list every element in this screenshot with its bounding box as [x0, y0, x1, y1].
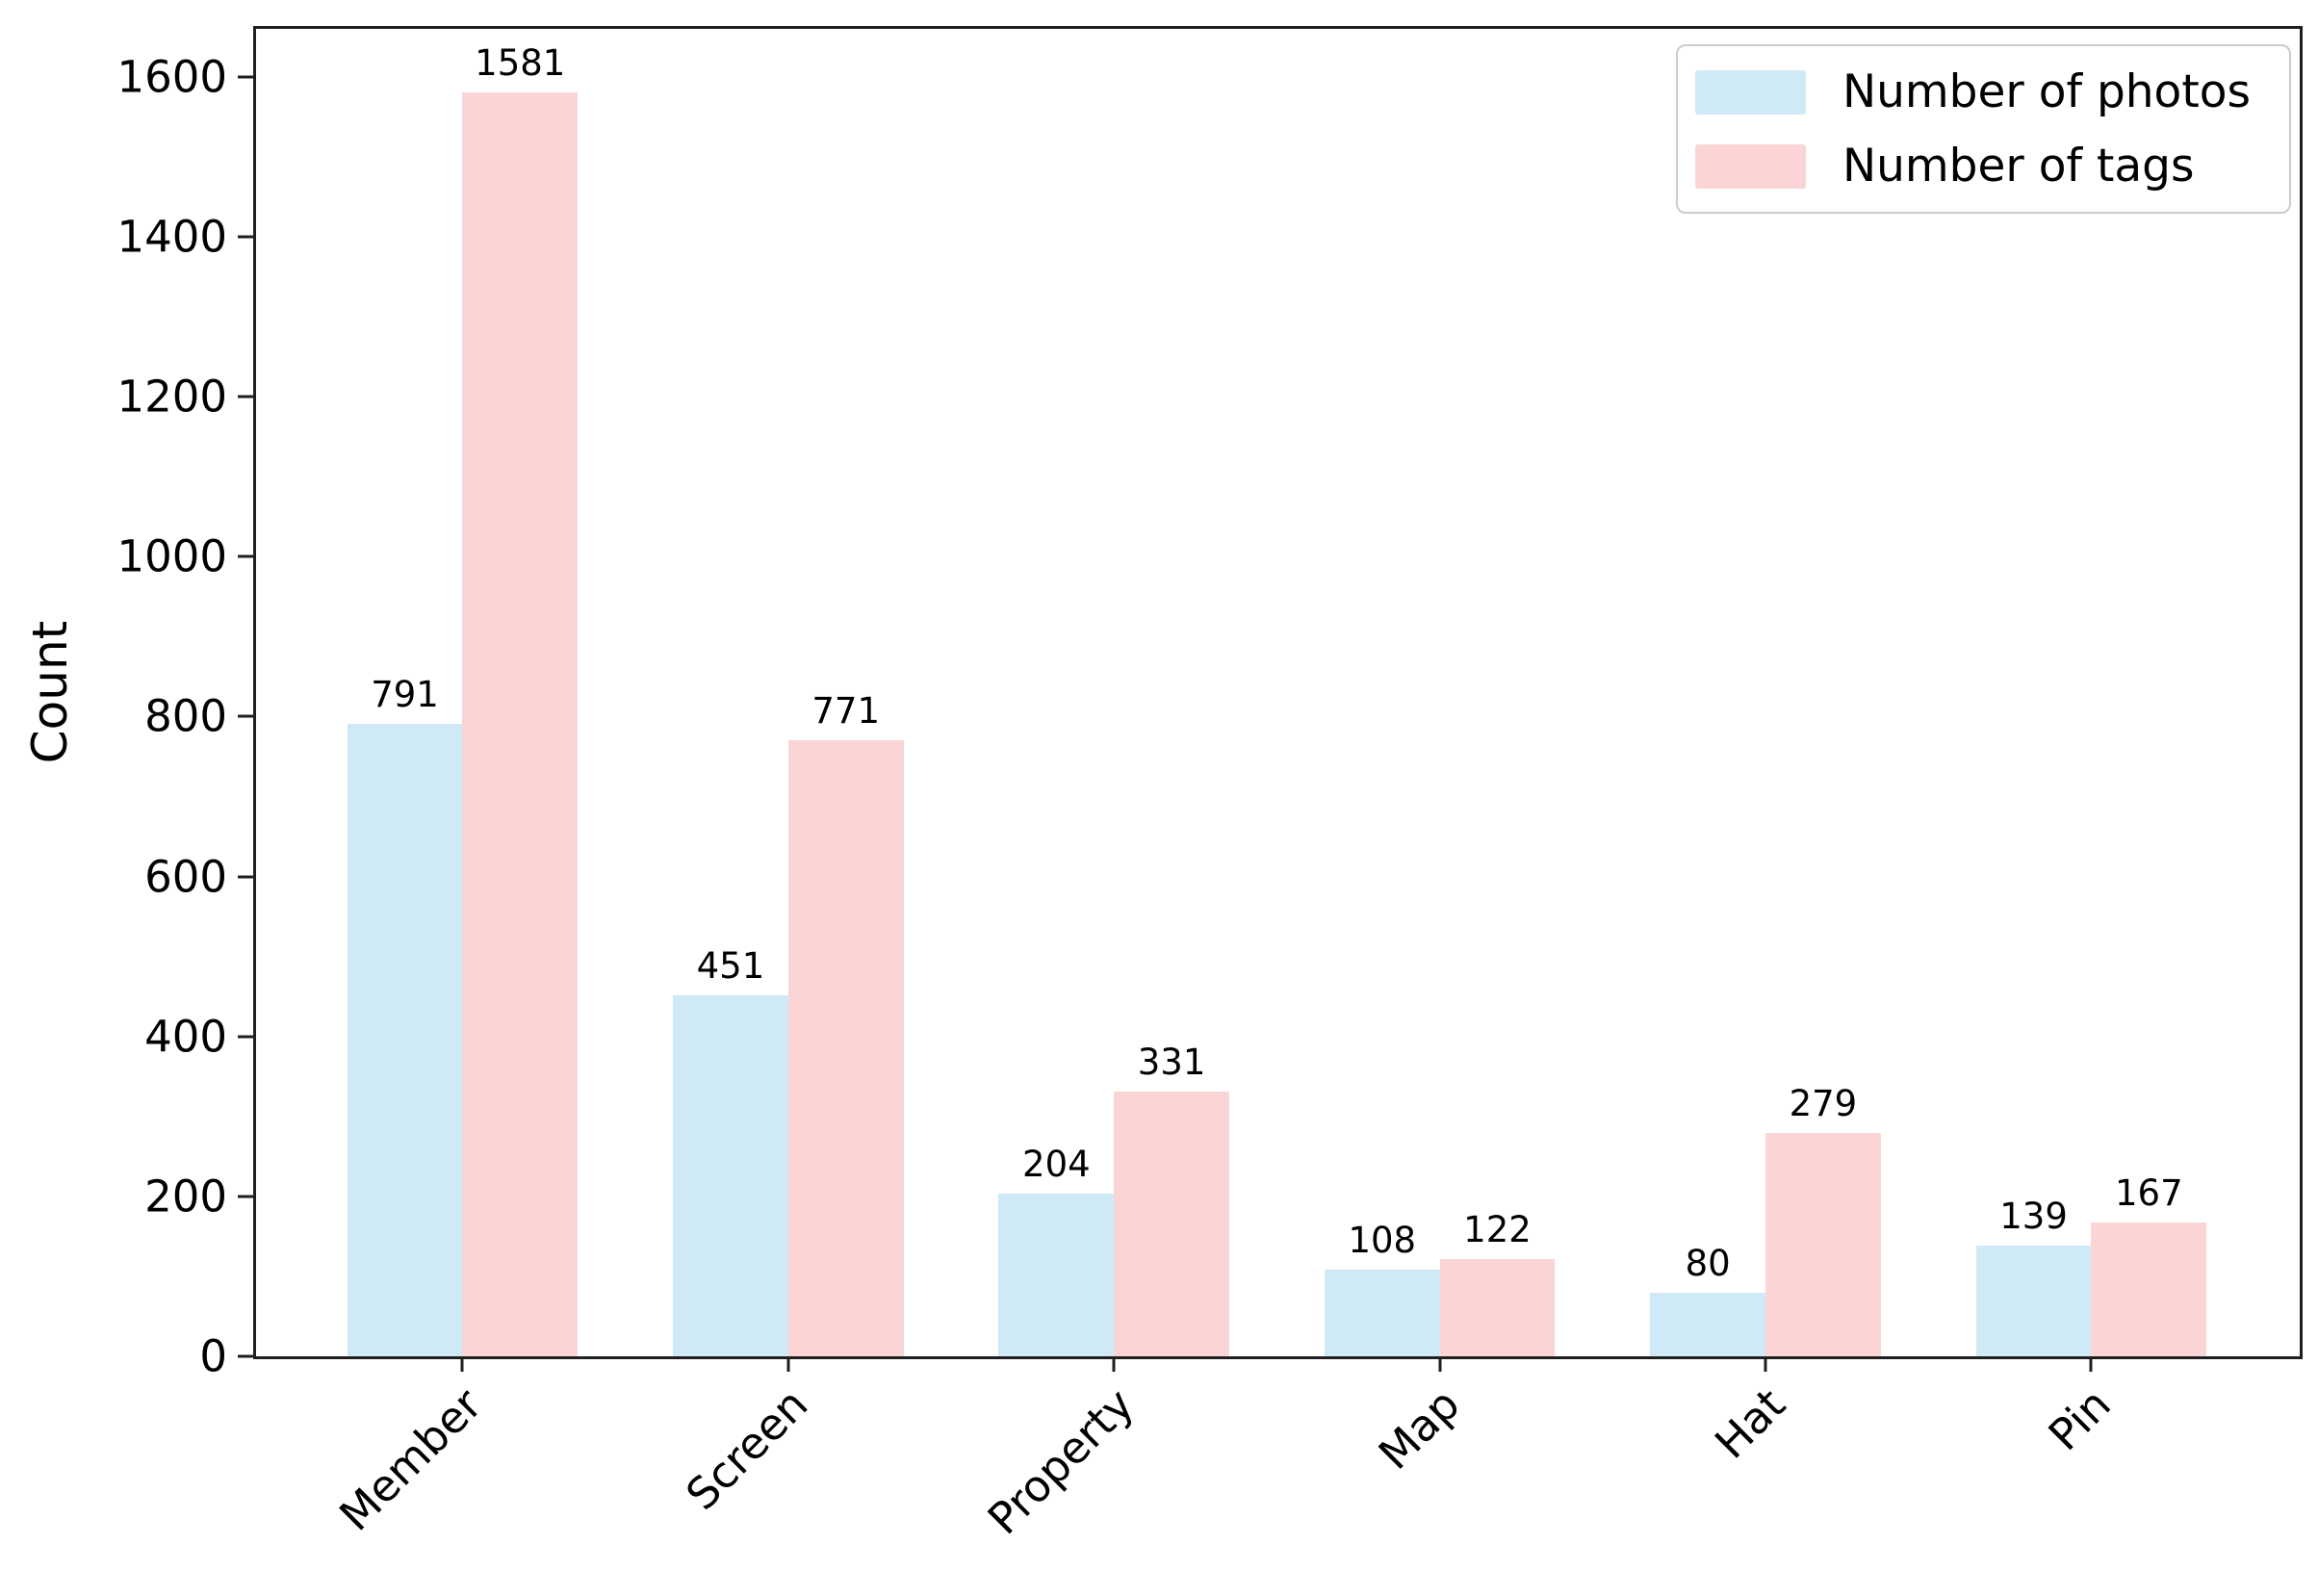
- bar-value-label: 1581: [475, 41, 566, 84]
- bar-photos: [347, 723, 463, 1356]
- bar-group: 108 122: [1324, 29, 1556, 1356]
- x-tick-mark: [1438, 1356, 1442, 1372]
- bar-tags: [1765, 1133, 1881, 1356]
- bar-group: 451 771: [673, 29, 904, 1356]
- bar-tags: [1439, 1258, 1556, 1356]
- x-tick-label: Property: [977, 1378, 1144, 1545]
- y-tick-label: 1000: [116, 530, 227, 582]
- legend-swatch-icon: [1694, 69, 1806, 115]
- bar-value-label: 80: [1685, 1242, 1731, 1284]
- bar-value-label: 279: [1789, 1083, 1858, 1125]
- y-tick-mark: [238, 714, 253, 718]
- bar-photos: [1975, 1245, 2092, 1356]
- legend-row: Number of tags: [1694, 140, 2251, 193]
- bar-tags: [787, 739, 904, 1356]
- bar-photos: [673, 995, 788, 1356]
- bar-group: 791 1581: [347, 29, 579, 1356]
- bar-value-label: 451: [696, 945, 765, 988]
- y-tick-mark: [238, 1354, 253, 1358]
- y-tick-label: 1400: [116, 211, 227, 263]
- x-tick-mark: [1764, 1356, 1767, 1372]
- bar-value-label: 167: [2114, 1172, 2183, 1215]
- y-tick-label: 1200: [116, 371, 227, 423]
- x-tick-mark: [460, 1356, 464, 1372]
- y-tick-label: 400: [144, 1011, 227, 1063]
- bar-photos: [1650, 1292, 1766, 1356]
- legend-label: Number of photos: [1842, 65, 2251, 118]
- bar-photos: [998, 1193, 1115, 1356]
- y-tick-mark: [238, 395, 253, 399]
- y-tick-mark: [238, 554, 253, 558]
- bar-tags: [2091, 1223, 2207, 1356]
- y-tick-mark: [238, 1035, 253, 1039]
- bar-value-label: 791: [371, 673, 439, 715]
- y-tick-label: 800: [144, 690, 227, 742]
- bar-group: 80 279: [1650, 29, 1881, 1356]
- x-tick-mark: [2089, 1356, 2093, 1372]
- bar-value-label: 122: [1463, 1208, 1532, 1250]
- x-tick-label: Member: [329, 1378, 493, 1541]
- x-tick-label: Hat: [1705, 1378, 1795, 1469]
- y-tick-mark: [238, 1195, 253, 1198]
- bar-tags: [462, 91, 579, 1356]
- x-tick-label: Screen: [676, 1378, 818, 1521]
- x-tick-label: Pin: [2039, 1378, 2122, 1461]
- y-axis-title: Count: [22, 620, 78, 764]
- bar-photos: [1324, 1270, 1440, 1356]
- y-tick-mark: [238, 235, 253, 239]
- bar-tags: [1114, 1092, 1229, 1356]
- y-tick-label: 200: [144, 1171, 227, 1223]
- bar-value-label: 204: [1022, 1143, 1091, 1185]
- bar-value-label: 139: [1999, 1195, 2068, 1237]
- bar-group: 139 167: [1975, 29, 2207, 1356]
- y-tick-label: 600: [144, 851, 227, 903]
- legend-row: Number of photos: [1694, 65, 2251, 118]
- y-tick-label: 0: [199, 1330, 227, 1382]
- legend-swatch-icon: [1694, 143, 1806, 189]
- bar-value-label: 771: [811, 689, 880, 732]
- bar-group: 204 331: [998, 29, 1229, 1356]
- y-tick-mark: [238, 75, 253, 79]
- y-tick-label: 1600: [116, 51, 227, 103]
- x-tick-mark: [1112, 1356, 1116, 1372]
- legend: Number of photos Number of tags: [1675, 44, 2291, 214]
- plot-area: 0 200 400 600 800 1000 1200 1400 1600 Member Scre…: [116, 26, 2303, 1544]
- legend-label: Number of tags: [1842, 140, 2195, 193]
- bar-value-label: 108: [1348, 1220, 1417, 1262]
- y-tick-mark: [238, 875, 253, 879]
- x-tick-label: Map: [1368, 1378, 1470, 1480]
- bar-value-label: 331: [1137, 1042, 1206, 1084]
- x-tick-mark: [786, 1356, 790, 1372]
